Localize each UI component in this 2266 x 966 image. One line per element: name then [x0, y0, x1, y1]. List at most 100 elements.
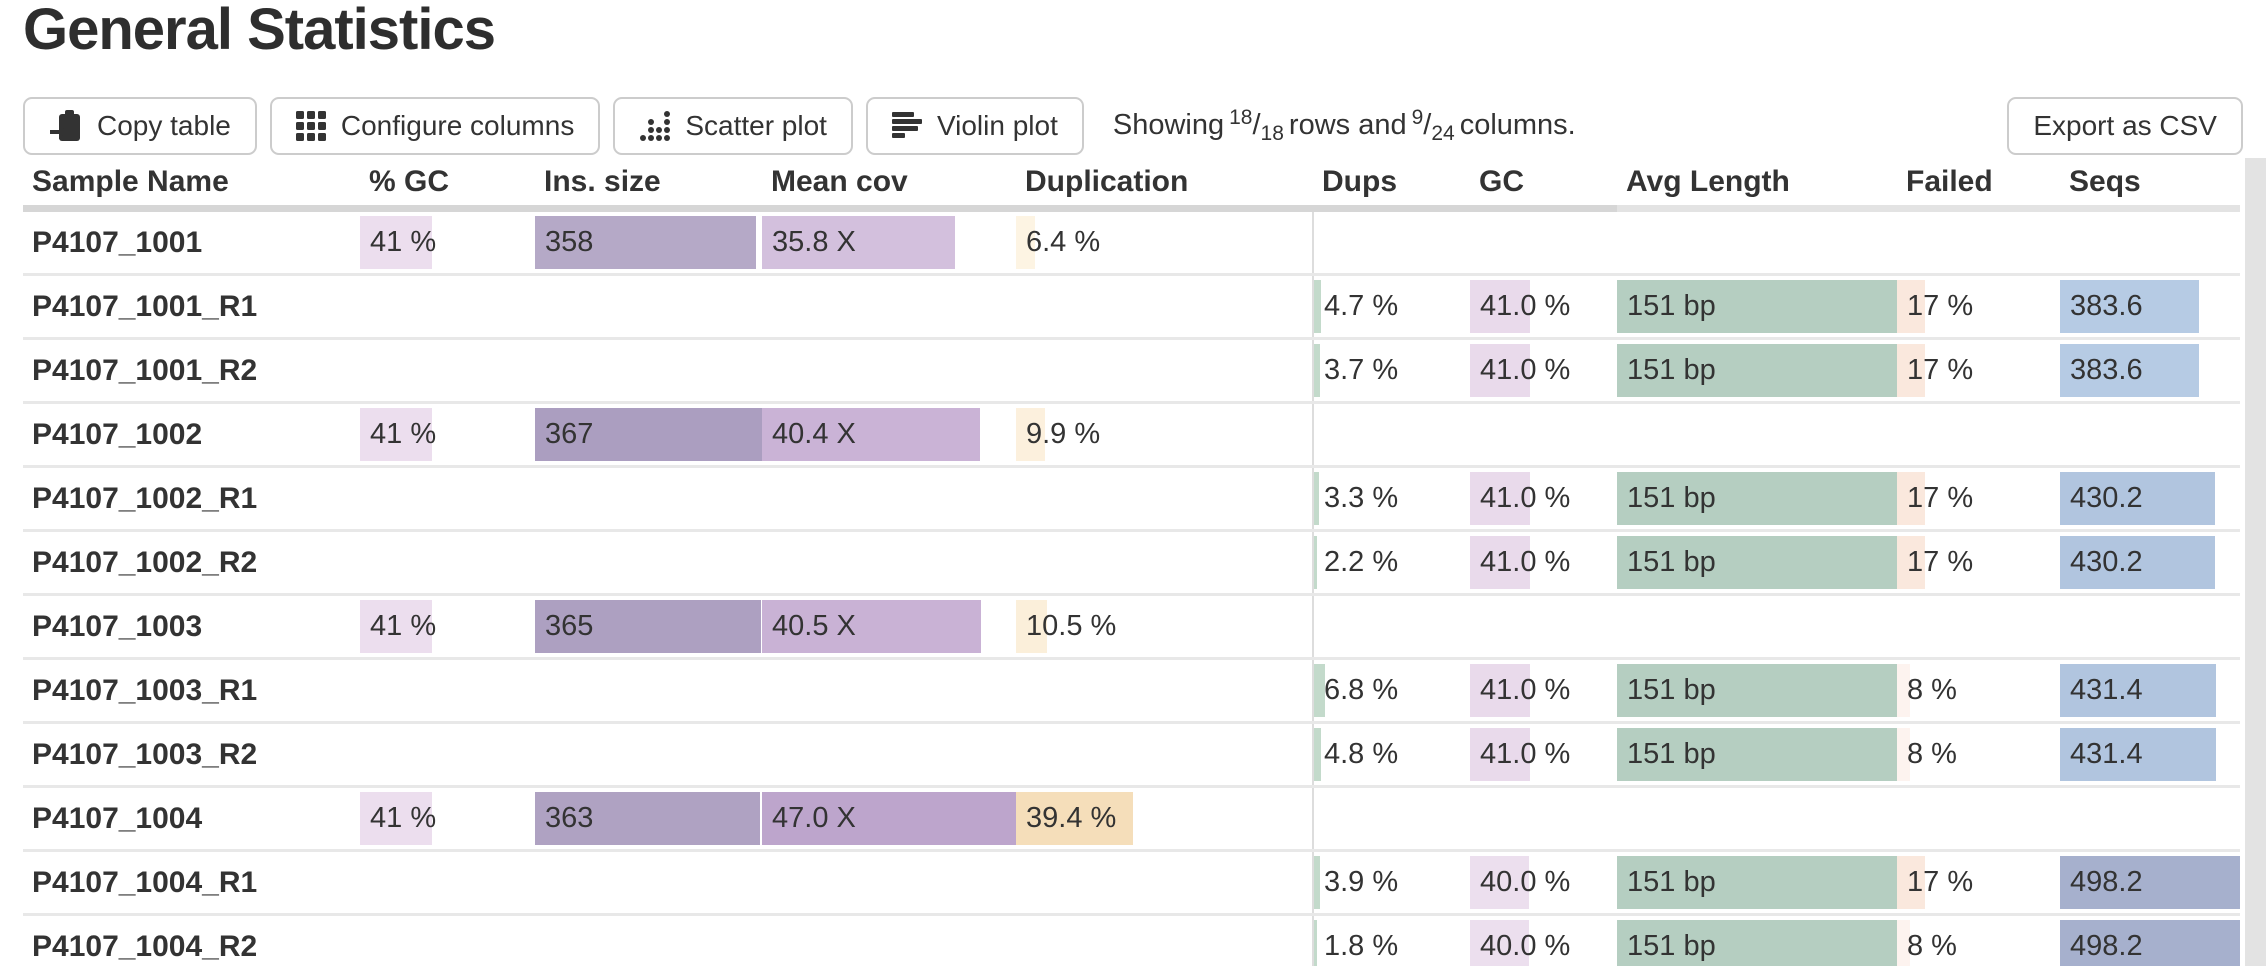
cell-seqs	[2060, 208, 2240, 276]
cell-gc-pct: 41 %	[360, 402, 535, 468]
data-bar	[2060, 280, 2199, 333]
cell-gc-pct	[360, 530, 535, 596]
cell-avg-length: 151 bp	[1617, 338, 1897, 404]
export-csv-button[interactable]: Export as CSV	[2007, 97, 2243, 155]
column-header-gc[interactable]: GC	[1470, 158, 1617, 212]
cell-gc: 40.0 %	[1470, 850, 1617, 916]
cell-value: 498.2	[2070, 866, 2143, 898]
cell-failed: 17 %	[1897, 274, 2060, 340]
cell-seqs: 431.4	[2060, 722, 2240, 788]
cell-duplication: 6.4 %	[1016, 208, 1313, 276]
cell-dups: 3.7 %	[1312, 338, 1470, 404]
cell-value: 358	[545, 226, 594, 258]
cell-gc: 41.0 %	[1470, 530, 1617, 596]
clipboard-icon	[49, 108, 83, 144]
cell-duplication	[1016, 274, 1313, 340]
data-bar	[762, 600, 981, 653]
cell-duplication: 39.4 %	[1016, 786, 1313, 852]
showing-summary: Showing 18/18 rows and 9/24 columns.	[1113, 106, 1576, 146]
data-bar	[360, 600, 432, 653]
table-row: P4107_1002 41 % 367 40.4 X 9.9 %	[23, 402, 2240, 468]
cell-value: 367	[545, 418, 594, 450]
column-header-duplication[interactable]: Duplication	[1016, 158, 1313, 212]
cell-value: 9.9 %	[1026, 418, 1101, 450]
cell-mean-cov	[762, 338, 1016, 404]
scatter-plot-button[interactable]: Scatter plot	[613, 97, 853, 155]
cell-failed	[1897, 208, 2060, 276]
stats-table: Sample Name% GC Ins. size Mean cov Duplicat…	[23, 158, 2240, 966]
cell-mean-cov	[762, 466, 1016, 532]
cell-value: 41.0 %	[1480, 546, 1571, 578]
cell-gc-pct	[360, 658, 535, 724]
cell-duplication	[1016, 722, 1313, 788]
header-row: Sample Name% GC Ins. size Mean cov Duplicat…	[23, 158, 2240, 212]
cell-seqs: 383.6	[2060, 338, 2240, 404]
sample-name: P4107_1003_R1	[23, 658, 360, 724]
cell-value: 41.0 %	[1480, 738, 1571, 770]
button-label: Copy table	[97, 110, 231, 141]
cell-gc: 41.0 %	[1470, 658, 1617, 724]
cell-value: 151 bp	[1627, 738, 1716, 770]
cell-seqs: 431.4	[2060, 658, 2240, 724]
cell-value: 498.2	[2070, 930, 2143, 962]
sample-name: P4107_1002_R1	[23, 466, 360, 532]
cell-seqs: 498.2	[2060, 914, 2240, 966]
cell-failed: 17 %	[1897, 530, 2060, 596]
cell-value: 431.4	[2070, 738, 2143, 770]
violin-plot-button[interactable]: Violin plot	[865, 97, 1084, 155]
table-row: P4107_1001_R1 4.7 % 41.0 % 151 bp 17 % 383.6	[23, 274, 2240, 340]
cell-value: 41.0 %	[1480, 674, 1571, 706]
column-header-failed[interactable]: Failed	[1897, 158, 2060, 212]
cell-mean-cov	[762, 850, 1016, 916]
cell-gc-pct	[360, 850, 535, 916]
cell-value: 151 bp	[1627, 354, 1716, 386]
column-header-sample[interactable]: Sample Name	[23, 158, 360, 212]
data-bar	[1617, 728, 1897, 781]
column-header-avg-length[interactable]: Avg Length	[1617, 158, 1897, 212]
cell-dups	[1312, 786, 1470, 852]
copy-table-button[interactable]: Copy table	[23, 97, 257, 155]
data-bar	[1617, 856, 1897, 909]
data-bar	[1470, 728, 1531, 781]
column-header-seqs[interactable]: Seqs	[2060, 158, 2240, 212]
data-bar	[1897, 472, 1925, 525]
data-bar	[1897, 664, 1911, 717]
configure-columns-button[interactable]: Configure columns	[269, 97, 601, 155]
cell-seqs: 430.2	[2060, 530, 2240, 596]
general-statistics-table-wrap: Sample Name% GC Ins. size Mean cov Duplicat…	[23, 158, 2240, 966]
column-header-gc-pct[interactable]: % GC	[360, 158, 535, 212]
data-bar	[1470, 920, 1529, 966]
cell-avg-length: 151 bp	[1617, 722, 1897, 788]
cell-value: 3.7 %	[1324, 354, 1399, 386]
column-header-dups[interactable]: Dups	[1313, 158, 1470, 212]
column-header-mean-cov[interactable]: Mean cov	[762, 158, 1016, 212]
cell-dups	[1312, 402, 1470, 468]
cell-mean-cov	[762, 722, 1016, 788]
data-bar	[2060, 536, 2216, 589]
cell-value: 363	[545, 802, 594, 834]
data-bar	[2060, 664, 2216, 717]
table-row: P4107_1001_R2 3.7 % 41.0 % 151 bp 17 % 383.6	[23, 338, 2240, 404]
sample-name: P4107_1003	[23, 594, 360, 660]
vertical-scrollbar[interactable]	[2245, 158, 2266, 966]
cell-ins-size	[535, 530, 762, 596]
cell-value: 17 %	[1907, 546, 1974, 578]
sample-name: P4107_1004_R2	[23, 914, 360, 966]
data-bar	[1617, 472, 1897, 525]
data-bar	[1470, 856, 1529, 909]
data-bar	[535, 216, 757, 269]
data-bar	[1617, 920, 1897, 966]
cell-value: 39.4 %	[1026, 802, 1117, 834]
column-header-ins-size[interactable]: Ins. size	[535, 158, 762, 212]
cell-gc-pct	[360, 914, 535, 966]
data-bar	[1315, 856, 1321, 909]
cell-value: 40.5 X	[772, 610, 856, 642]
cell-avg-length: 151 bp	[1617, 530, 1897, 596]
cell-dups: 4.8 %	[1312, 722, 1470, 788]
data-bar	[360, 408, 432, 461]
button-label: Scatter plot	[685, 110, 827, 141]
data-bar	[1315, 728, 1322, 781]
data-bar	[360, 792, 432, 845]
cell-seqs	[2060, 786, 2240, 852]
